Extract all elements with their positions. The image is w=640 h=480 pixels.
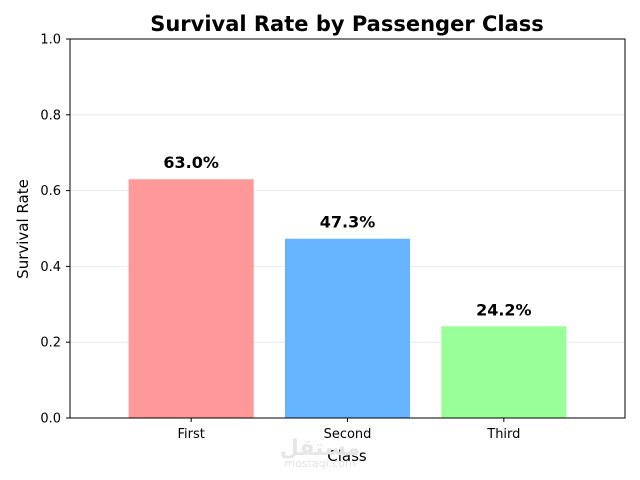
data-label-second: 47.3% xyxy=(320,213,376,232)
chart-title: Survival Rate by Passenger Class xyxy=(150,12,544,36)
bar-third xyxy=(441,326,567,418)
y-ticks: 0.0 0.2 0.4 0.6 0.8 1.0 xyxy=(40,33,70,427)
y-tick-label: 0.6 xyxy=(40,184,61,199)
x-ticks: First Second Third xyxy=(177,418,520,442)
y-axis-label: Survival Rate xyxy=(14,179,32,279)
data-label-third: 24.2% xyxy=(476,300,532,319)
y-tick-label: 1.0 xyxy=(40,33,61,48)
watermark-site: mostaqi.com xyxy=(284,457,355,470)
x-axis-label: Class xyxy=(327,447,367,465)
bars xyxy=(128,179,567,418)
x-tick-label-first: First xyxy=(177,427,204,442)
bar-first xyxy=(128,179,254,418)
y-tick-label: 0.0 xyxy=(40,412,61,427)
bar-second xyxy=(284,238,411,418)
y-tick-label: 0.8 xyxy=(40,108,61,123)
y-tick-label: 0.4 xyxy=(40,260,61,275)
data-label-first: 63.0% xyxy=(163,153,219,172)
watermark-brand: مستقل xyxy=(280,436,360,461)
data-labels: 63.0% 47.3% 24.2% xyxy=(163,153,531,319)
x-tick-label-third: Third xyxy=(486,427,520,442)
y-tick-label: 0.2 xyxy=(40,336,61,351)
x-tick-label-second: Second xyxy=(324,427,372,442)
